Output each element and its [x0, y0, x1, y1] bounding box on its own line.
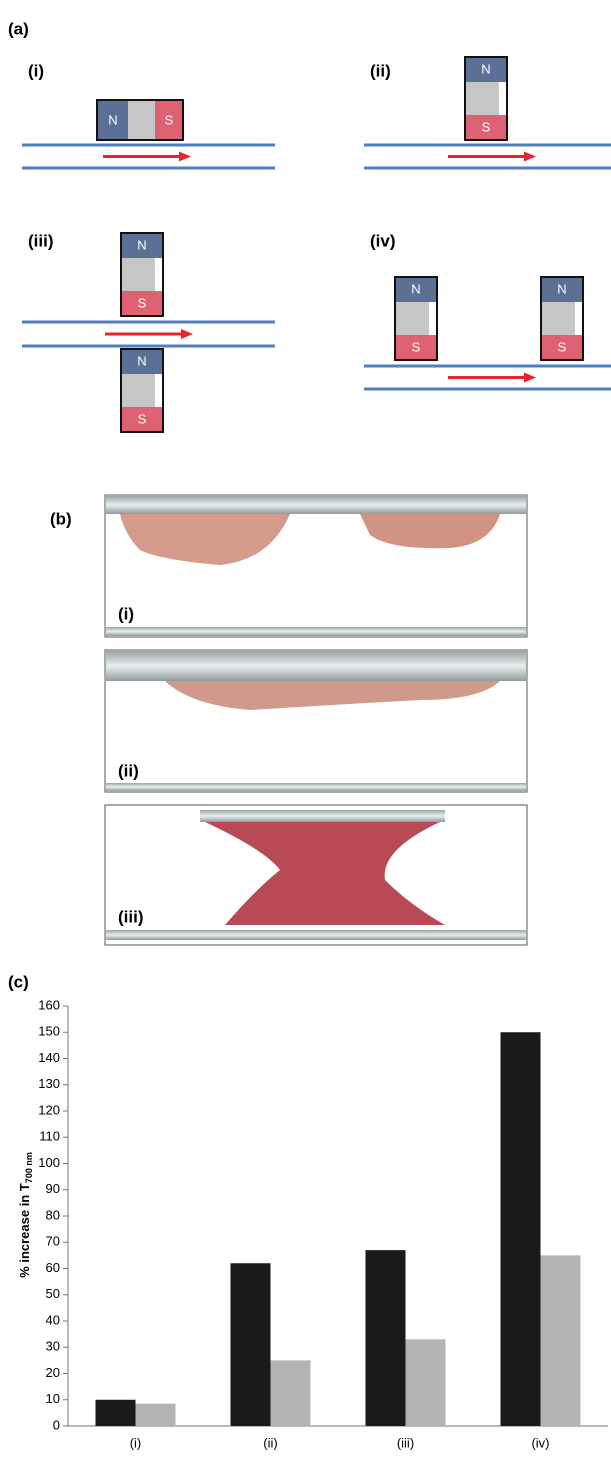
x-tick-label: (i): [130, 1435, 142, 1450]
y-tick-label: 160: [38, 997, 60, 1012]
photo: [105, 650, 527, 792]
magnet-s: S: [138, 411, 147, 426]
y-tick-label: 90: [46, 1181, 60, 1196]
subpanel-label: (iii): [28, 231, 54, 250]
flow-arrowhead: [524, 152, 536, 162]
y-tick-label: 40: [46, 1312, 60, 1327]
bar: [231, 1263, 271, 1426]
glass: [106, 627, 526, 636]
magnet-n: N: [557, 281, 566, 296]
subpanel-label: (iii): [118, 907, 144, 926]
magnet-s: S: [482, 119, 491, 134]
magnet-s: S: [138, 295, 147, 310]
photo: [105, 495, 527, 637]
y-axis-title-sub: 700 nm: [24, 1152, 34, 1183]
panel-label: (a): [8, 19, 29, 38]
panel-label: (c): [8, 972, 29, 991]
subpanel-label: (i): [118, 604, 134, 623]
bar: [136, 1404, 176, 1426]
y-tick-label: 150: [38, 1024, 60, 1039]
bar: [366, 1250, 406, 1426]
magnet-highlight: [155, 374, 162, 407]
magnet-highlight: [429, 302, 436, 335]
x-tick-label: (iii): [397, 1435, 414, 1450]
magnet-s: S: [412, 339, 421, 354]
glass: [106, 930, 526, 940]
magnet-n: N: [108, 112, 117, 127]
subpanel-label: (i): [28, 61, 44, 80]
y-axis-title: % increase in T700 nm: [17, 1152, 34, 1278]
magnet-highlight: [499, 82, 506, 115]
y-axis-title-main: % increase in T: [17, 1183, 32, 1278]
magnet-n: N: [137, 237, 146, 252]
subpanel-label: (ii): [118, 761, 139, 780]
bar: [406, 1339, 446, 1426]
flow-arrowhead: [181, 329, 193, 339]
subpanel-label: (iv): [370, 231, 396, 250]
glass: [106, 783, 526, 791]
glass: [106, 651, 526, 681]
bar: [96, 1400, 136, 1426]
subpanel-label: (ii): [370, 61, 391, 80]
y-tick-label: 100: [38, 1155, 60, 1170]
y-tick-label: 110: [39, 1129, 60, 1144]
flow-arrowhead: [179, 152, 191, 162]
bar: [501, 1032, 541, 1426]
magnet-n: N: [481, 61, 490, 76]
magnet-highlight: [155, 258, 162, 291]
magnet-s: S: [165, 112, 174, 127]
magnet-s: S: [558, 339, 567, 354]
figure: (a) (i) (ii) (iii) (iv) N S N S N S N S N S N S (b) (c)…: [0, 0, 611, 1457]
photo: [105, 805, 527, 945]
y-tick-label: 60: [46, 1260, 60, 1275]
y-tick-label: 120: [38, 1102, 60, 1117]
y-tick-label: 140: [38, 1050, 60, 1065]
y-tick-label: 130: [38, 1076, 60, 1091]
y-tick-label: 10: [46, 1391, 60, 1406]
y-tick-label: 70: [46, 1234, 60, 1249]
glass: [200, 810, 445, 822]
x-tick-label: (ii): [263, 1435, 277, 1450]
y-tick-label: 30: [46, 1339, 60, 1354]
y-tick-label: 50: [46, 1286, 60, 1301]
panel-label: (b): [50, 509, 72, 528]
y-tick-label: 80: [46, 1207, 60, 1222]
magnet-n: N: [137, 353, 146, 368]
page: (a) (i) (ii) (iii) (iv) N S N S N S N S N S N S (b) (c)…: [0, 0, 611, 1457]
y-tick-label: 20: [46, 1365, 60, 1380]
x-tick-label: (iv): [531, 1435, 549, 1450]
glass: [106, 496, 526, 514]
y-tick-label: 0: [53, 1417, 60, 1432]
bar: [541, 1255, 581, 1426]
flow-arrowhead: [524, 373, 536, 383]
panel-a: (i) (ii) (iii) (iv) N S N S N S N S N S N S: [22, 57, 611, 432]
magnet-n: N: [411, 281, 420, 296]
magnet-highlight: [575, 302, 582, 335]
bar: [271, 1360, 311, 1426]
